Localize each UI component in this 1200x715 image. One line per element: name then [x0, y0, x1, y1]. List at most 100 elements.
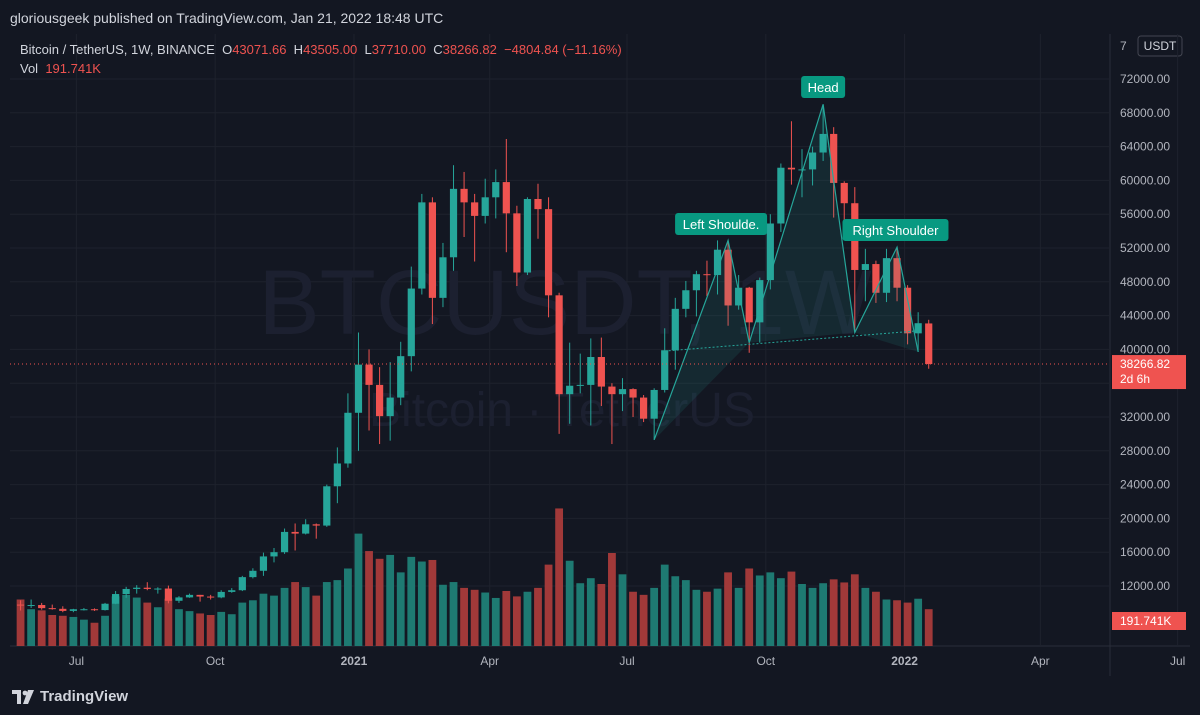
volume-bar: [523, 591, 532, 646]
currency-label: USDT: [1144, 39, 1177, 53]
candle-body: [713, 249, 722, 276]
candle-body: [175, 597, 183, 601]
chart-area[interactable]: 72000.00 68000.00 64000.00 60000.00 56000.00…: [10, 34, 1190, 676]
last-price-badge: [1112, 355, 1186, 390]
candle-body: [154, 588, 162, 590]
left-shoulder-label-bg: [675, 213, 768, 235]
volume-bar: [745, 568, 754, 646]
candle-body: [354, 364, 363, 413]
time-axis-label: Jul: [619, 654, 634, 668]
volume-bar: [924, 609, 933, 646]
candle-body: [872, 264, 880, 293]
volume-bar: [48, 615, 57, 646]
volume-bar: [37, 610, 46, 646]
currency-badge[interactable]: [1137, 35, 1183, 57]
candle-body: [207, 596, 215, 598]
volume-bar: [449, 582, 458, 646]
candle-body: [502, 182, 510, 214]
volume-bar: [16, 599, 25, 646]
volume-bar: [565, 560, 574, 646]
price-tick-label: 64000.00: [1120, 140, 1170, 154]
tradingview-logo[interactable]: TradingView: [12, 688, 128, 705]
candle-body: [69, 609, 77, 611]
volume-bar: [555, 508, 564, 646]
candle-body: [735, 287, 743, 306]
candle-body: [513, 213, 521, 273]
candle-body: [291, 531, 299, 534]
volume-bar: [185, 611, 194, 646]
volume-bar: [333, 580, 342, 646]
volume-bar: [164, 598, 173, 646]
right-shoulder-label: Right Shoulder: [852, 223, 939, 238]
candle-body: [164, 588, 172, 601]
candle-body: [756, 280, 764, 323]
candle-body: [16, 604, 25, 606]
candle-body: [661, 350, 669, 390]
candle-body: [59, 608, 67, 611]
candle-body: [925, 323, 933, 365]
candle-body: [439, 257, 447, 298]
volume-bar: [27, 609, 36, 646]
volume-bar: [122, 594, 131, 646]
candle-body: [80, 609, 88, 611]
time-axis-label: Apr: [480, 654, 499, 668]
volume-bar: [111, 596, 120, 646]
volume-bar: [280, 587, 289, 646]
candle-body: [576, 384, 584, 386]
candle-body: [460, 188, 468, 203]
volume-bar: [439, 584, 447, 646]
candle-body: [882, 258, 891, 293]
candle-body: [534, 198, 542, 210]
candle-body: [323, 486, 331, 526]
volume-bar: [407, 556, 416, 646]
volume-bar: [872, 591, 880, 646]
left-shoulder-area: [654, 240, 750, 440]
price-tick-label: 7: [1120, 39, 1127, 53]
volume-bar: [893, 600, 901, 646]
volume-bar: [713, 588, 722, 646]
price-tick-label: 72000.00: [1120, 72, 1170, 86]
candle-body: [555, 295, 563, 395]
volume-bar: [470, 589, 479, 646]
low-label: L: [364, 42, 372, 57]
open-value: 43071.66: [232, 42, 287, 57]
volume-label: Vol: [20, 61, 39, 76]
last-price-label: 38266.82: [1120, 357, 1170, 371]
candle-body: [671, 308, 679, 351]
close-label: C: [433, 42, 443, 57]
volume-bar: [238, 602, 247, 646]
candlestick-chart[interactable]: 72000.00 68000.00 64000.00 60000.00 56000.00…: [10, 34, 1190, 676]
volume-bar: [80, 619, 88, 646]
volume-bar: [681, 580, 690, 646]
symbol-label[interactable]: Bitcoin / TetherUS, 1W, BINANCE: [20, 42, 215, 57]
volume-bar: [798, 584, 806, 646]
volume-bar: [650, 587, 659, 646]
candle-body: [650, 389, 658, 419]
candle-body: [365, 364, 373, 385]
volume-bar: [766, 572, 775, 646]
low-value: 37710.00: [371, 42, 426, 57]
pattern-line[interactable]: [653, 104, 919, 441]
candle-body: [682, 290, 690, 309]
time-axis-label: 2021: [341, 654, 368, 668]
volume-bar: [217, 611, 226, 646]
volume-bar: [301, 587, 310, 646]
volume-bar: [248, 600, 257, 646]
candle-body: [840, 182, 848, 204]
countdown-label: 2d 6h: [1120, 372, 1150, 386]
volume-bar: [840, 582, 849, 646]
candle-body: [544, 209, 553, 296]
candle-body: [112, 594, 120, 604]
time-axis-label: Oct: [756, 654, 775, 668]
candle-body: [777, 167, 785, 224]
candle-body: [914, 323, 922, 334]
volume-bar: [291, 582, 300, 646]
price-tick-label: 24000.00: [1120, 478, 1170, 492]
candle-body: [407, 288, 415, 357]
candle-body: [280, 531, 289, 553]
volume-bar: [692, 589, 701, 646]
candle-body: [386, 397, 394, 417]
volume-bar: [829, 579, 838, 646]
volume-bar: [153, 607, 162, 646]
volume-bar: [639, 594, 648, 646]
